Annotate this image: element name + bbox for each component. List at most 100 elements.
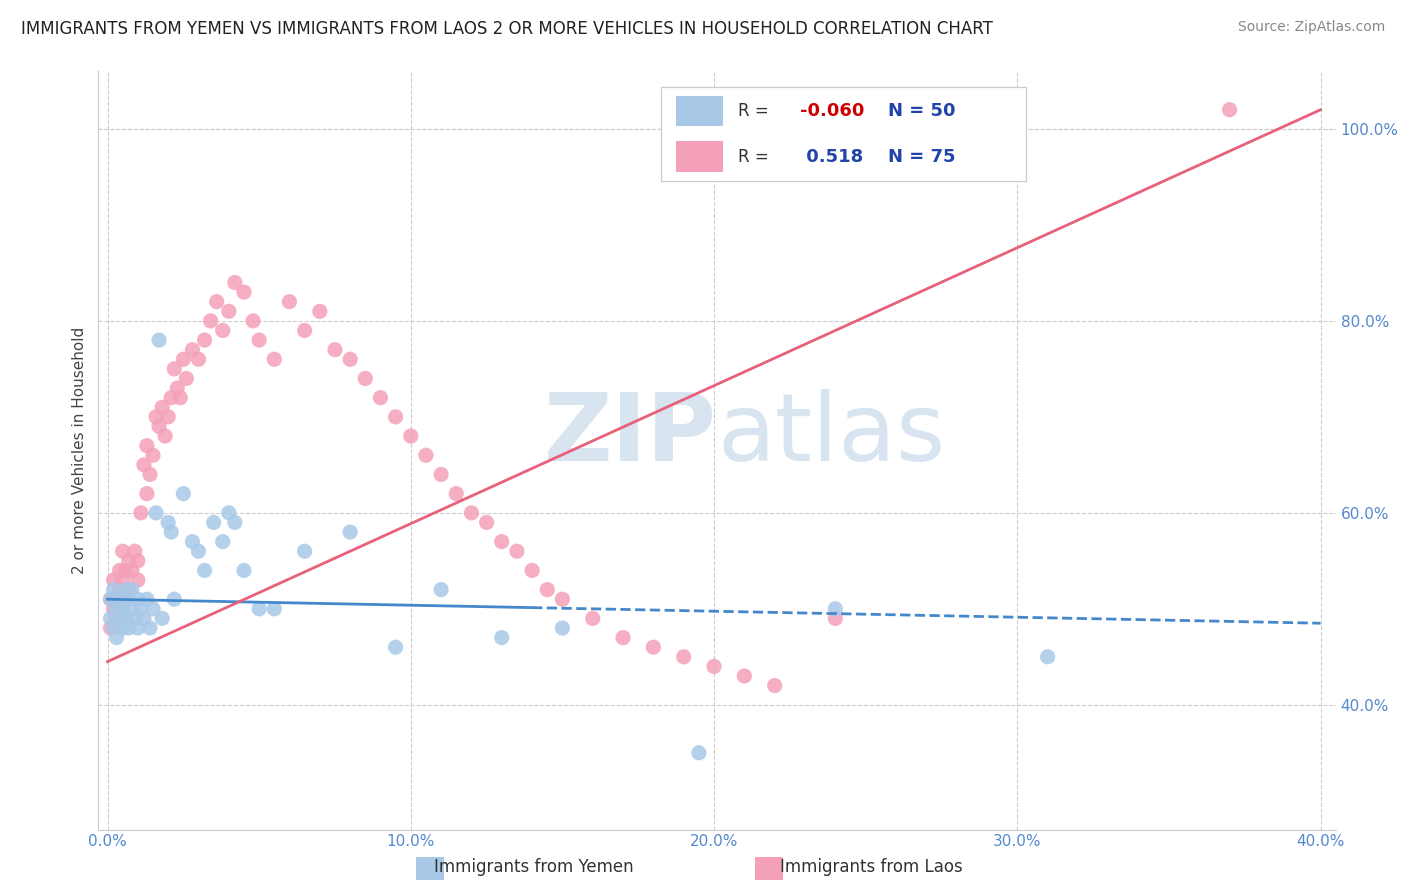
Point xyxy=(121,602,143,616)
Point xyxy=(1219,103,1241,117)
Point xyxy=(114,611,136,625)
Point xyxy=(114,563,136,577)
Point xyxy=(187,352,209,367)
Point xyxy=(536,582,558,597)
Point xyxy=(111,573,134,587)
Point xyxy=(166,381,188,395)
Point xyxy=(103,573,125,587)
Point xyxy=(139,621,162,635)
Point xyxy=(211,324,233,338)
Point xyxy=(118,592,141,607)
Point xyxy=(157,516,180,530)
Point xyxy=(415,448,437,462)
Point xyxy=(145,506,167,520)
Point xyxy=(247,333,270,347)
Point xyxy=(506,544,529,558)
Point xyxy=(384,409,406,424)
Point xyxy=(114,592,136,607)
Point xyxy=(172,352,194,367)
Point xyxy=(491,534,513,549)
Point xyxy=(430,582,453,597)
Point xyxy=(172,486,194,500)
Point xyxy=(233,285,256,299)
Point xyxy=(111,602,134,616)
Point xyxy=(150,401,173,415)
Point xyxy=(132,458,155,472)
Point xyxy=(114,582,136,597)
Text: atlas: atlas xyxy=(717,389,945,482)
Point xyxy=(100,592,122,607)
Point xyxy=(127,621,149,635)
Text: Immigrants from Yemen: Immigrants from Yemen xyxy=(434,858,634,876)
Point xyxy=(157,409,180,424)
Text: ZIP: ZIP xyxy=(544,389,717,482)
Point xyxy=(163,362,186,376)
Point xyxy=(136,486,159,500)
Point xyxy=(187,544,209,558)
Point xyxy=(460,506,482,520)
Point xyxy=(118,582,141,597)
Point xyxy=(121,563,143,577)
Point xyxy=(103,602,125,616)
Point xyxy=(242,314,264,328)
Point xyxy=(100,592,122,607)
Point xyxy=(142,602,165,616)
Point xyxy=(136,592,159,607)
Point xyxy=(129,506,152,520)
Point xyxy=(672,649,695,664)
Point xyxy=(233,563,256,577)
Point xyxy=(148,333,170,347)
Point xyxy=(153,429,176,443)
Point xyxy=(278,294,301,309)
Point xyxy=(339,524,361,539)
Point xyxy=(384,640,406,655)
Point xyxy=(193,563,215,577)
Point xyxy=(247,602,270,616)
Point xyxy=(105,611,128,625)
Point xyxy=(103,621,125,635)
Point xyxy=(108,592,131,607)
Point xyxy=(176,371,198,385)
Point xyxy=(824,602,846,616)
Point xyxy=(430,467,453,482)
Point xyxy=(224,276,246,290)
Point xyxy=(100,621,122,635)
Point xyxy=(129,602,152,616)
Point xyxy=(263,602,285,616)
Point xyxy=(142,448,165,462)
Point xyxy=(294,544,316,558)
Point xyxy=(105,602,128,616)
Point xyxy=(263,352,285,367)
Point xyxy=(181,343,204,357)
Point xyxy=(181,534,204,549)
Text: Source: ZipAtlas.com: Source: ZipAtlas.com xyxy=(1237,20,1385,34)
Point xyxy=(211,534,233,549)
Point xyxy=(160,524,183,539)
Point xyxy=(205,294,228,309)
Point xyxy=(733,669,755,683)
Point xyxy=(218,304,240,318)
Point xyxy=(446,486,468,500)
Point xyxy=(200,314,222,328)
Point xyxy=(163,592,186,607)
Point xyxy=(491,631,513,645)
Y-axis label: 2 or more Vehicles in Household: 2 or more Vehicles in Household xyxy=(72,326,87,574)
Point xyxy=(193,333,215,347)
Point xyxy=(520,563,543,577)
Point xyxy=(108,563,131,577)
Point xyxy=(643,640,665,655)
Point xyxy=(475,516,498,530)
Point xyxy=(339,352,361,367)
Point xyxy=(824,611,846,625)
Point xyxy=(150,611,173,625)
Point xyxy=(582,611,605,625)
Point xyxy=(224,516,246,530)
Point xyxy=(308,304,330,318)
Point xyxy=(127,573,149,587)
Point xyxy=(139,467,162,482)
Point xyxy=(105,631,128,645)
Point xyxy=(103,582,125,597)
Point xyxy=(323,343,346,357)
Point xyxy=(148,419,170,434)
Point xyxy=(1036,649,1059,664)
